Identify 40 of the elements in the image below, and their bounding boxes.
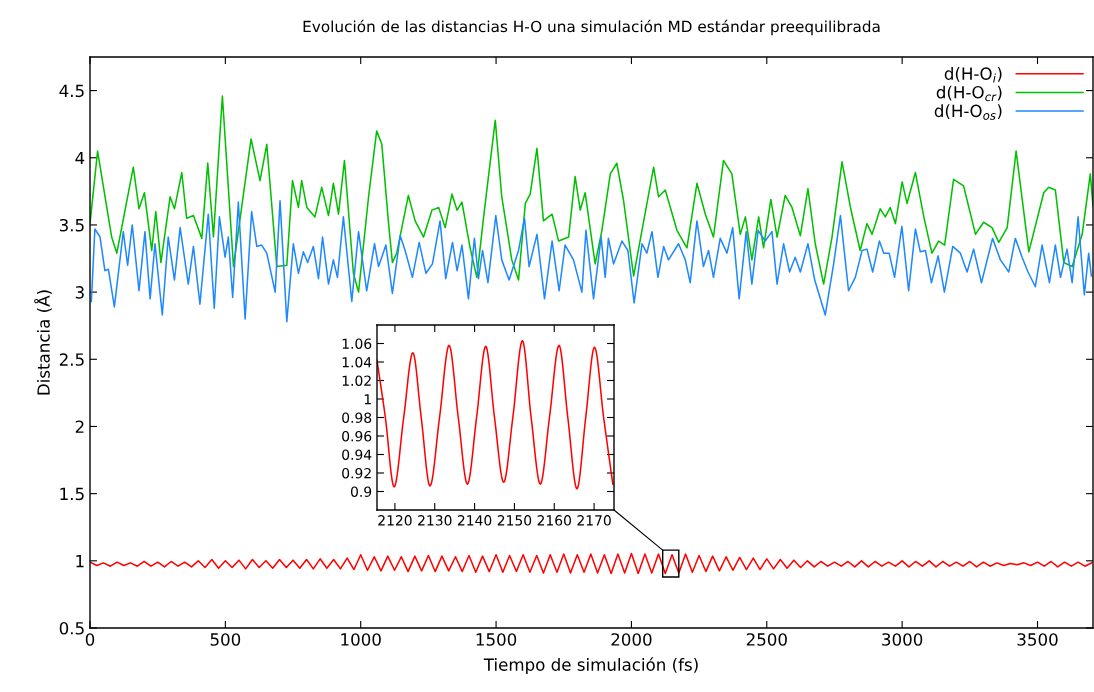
y-tick-label: 0.94 <box>342 449 372 460</box>
y-tick-label: 2 <box>75 420 84 433</box>
x-tick-label: 2160 <box>537 515 571 526</box>
x-tick-label: 2000 <box>611 633 652 646</box>
x-tick-label: 2120 <box>378 515 412 526</box>
x-tick-label: 2140 <box>457 515 492 526</box>
y-tick-label: 0.96 <box>342 430 372 442</box>
y-tick-label: 4 <box>75 151 85 165</box>
y-tick-label: 3.5 <box>59 218 84 232</box>
y-tick-label: 1.04 <box>342 356 372 368</box>
x-tick-label: 2130 <box>418 515 452 526</box>
legend-label: d(H-O$_{os}$) <box>934 104 1002 120</box>
y-tick-label: 0.92 <box>342 467 371 479</box>
y-tick-label: 1.02 <box>342 375 371 386</box>
x-axis-title: Tiempo de simulación (fs) <box>483 657 698 675</box>
y-tick-label: 2.5 <box>59 353 84 366</box>
y-tick-label: 1 <box>76 555 84 568</box>
line-series <box>90 199 1093 323</box>
y-axis-title: Distancia (Å) <box>34 290 52 395</box>
y-tick-label: 1 <box>364 394 371 405</box>
x-tick-label: 3500 <box>1017 633 1058 646</box>
y-tick-label: 4.5 <box>59 84 84 98</box>
x-tick-label: 2170 <box>577 515 611 526</box>
chart-title: Evolución de las distancias H-O una simulación MD estándar preequilibrada <box>303 19 880 36</box>
y-tick-label: 0.5 <box>59 621 84 635</box>
line-series <box>90 552 1093 575</box>
legend-label: d(H-O$_{i}$) <box>944 67 1002 83</box>
x-tick-label: 3000 <box>882 633 923 646</box>
x-tick-label: 1500 <box>476 633 517 646</box>
y-tick-label: 0.98 <box>342 412 372 423</box>
x-tick-label: 2500 <box>746 633 787 646</box>
x-tick-label: 2150 <box>497 515 532 526</box>
x-tick-label: 1000 <box>341 633 381 646</box>
y-tick-label: 1.06 <box>342 338 372 349</box>
y-tick-label: 0.9 <box>350 486 372 497</box>
y-tick-label: 3 <box>75 286 84 299</box>
x-tick-label: 0 <box>85 633 95 646</box>
y-tick-label: 1.5 <box>60 487 84 501</box>
x-tick-label: 500 <box>210 633 241 646</box>
legend-label: d(H-O$_{cr}$) <box>936 85 1002 102</box>
